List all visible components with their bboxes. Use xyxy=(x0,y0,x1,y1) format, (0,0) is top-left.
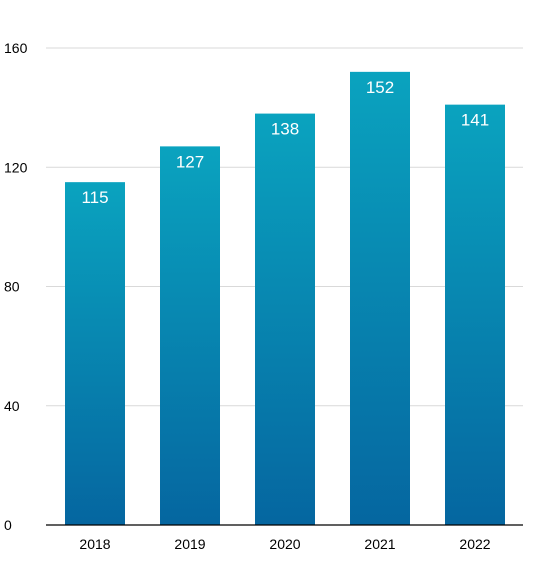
labels: 0 40 80 120 160 115 2018 127 2019 138 2020 152 2021 1… xyxy=(4,40,491,552)
bar-2022 xyxy=(445,104,505,526)
y-tick-label-120: 120 xyxy=(4,159,28,175)
data-label-2018: 115 xyxy=(81,188,108,207)
bars xyxy=(65,71,505,526)
x-tick-label-2020: 2020 xyxy=(269,536,300,552)
y-tick-label-0: 0 xyxy=(4,517,12,533)
x-tick-label-2022: 2022 xyxy=(459,536,490,552)
y-tick-label-160: 160 xyxy=(4,40,28,56)
data-label-2021: 152 xyxy=(366,78,394,97)
y-tick-label-80: 80 xyxy=(4,279,20,295)
bar-2018 xyxy=(65,182,125,525)
x-tick-label-2021: 2021 xyxy=(364,536,395,552)
data-label-2019: 127 xyxy=(176,152,204,171)
y-tick-label-40: 40 xyxy=(4,398,20,414)
data-label-2022: 141 xyxy=(461,111,489,130)
data-label-2020: 138 xyxy=(271,120,299,139)
x-tick-label-2019: 2019 xyxy=(174,536,205,552)
bar-2021 xyxy=(350,71,410,525)
x-tick-label-2018: 2018 xyxy=(79,536,110,552)
bar-2019 xyxy=(160,146,220,525)
bar-2020 xyxy=(255,113,315,526)
